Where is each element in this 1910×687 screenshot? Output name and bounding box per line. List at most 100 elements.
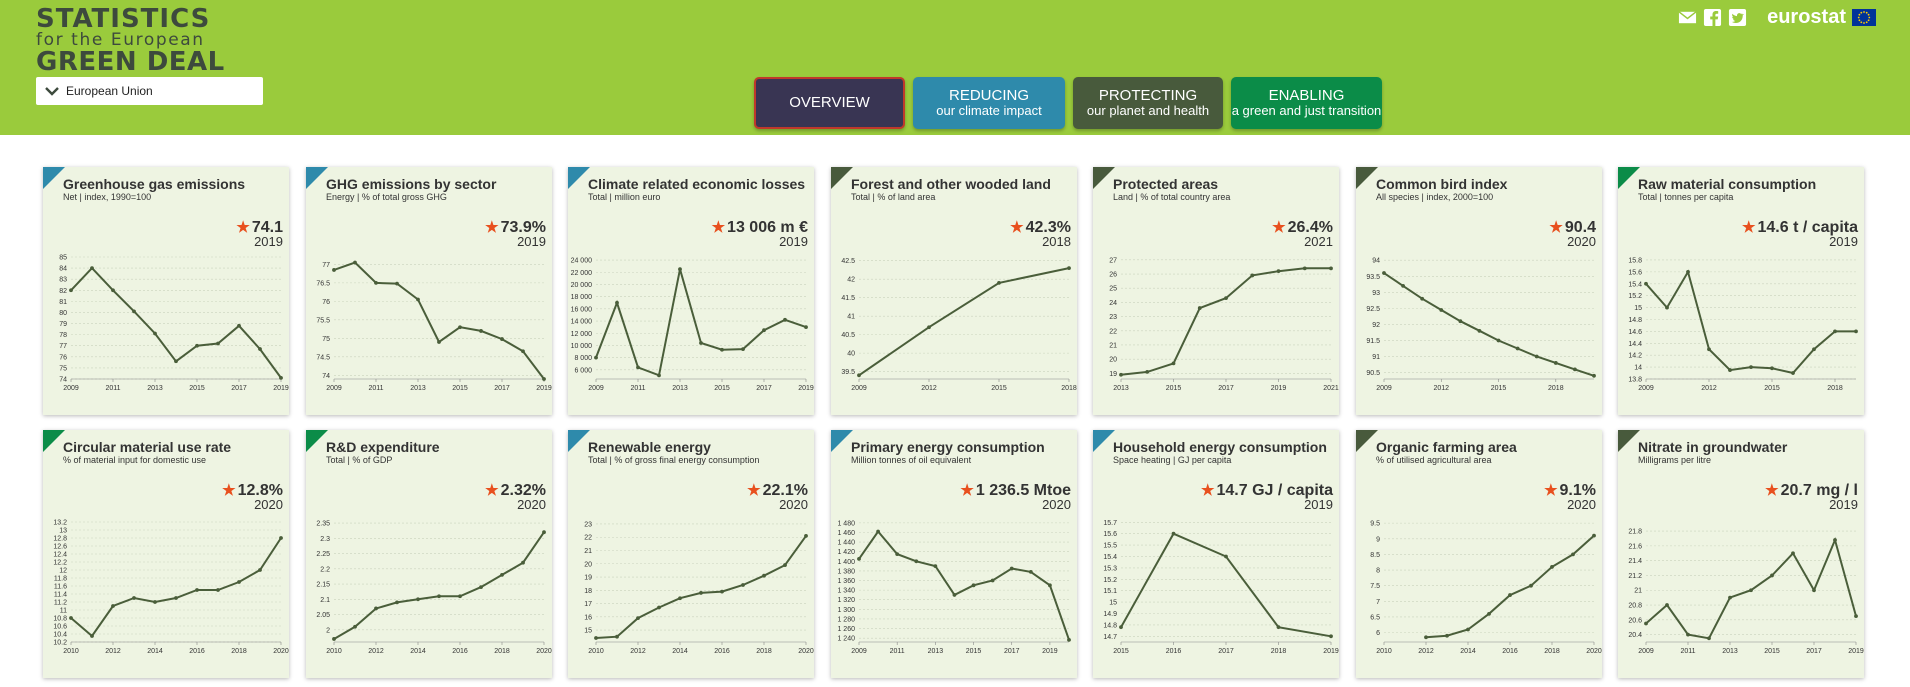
data-point[interactable] (895, 552, 900, 557)
data-point[interactable] (971, 583, 976, 588)
indicator-title[interactable]: Greenhouse gas emissions (63, 176, 246, 192)
data-point[interactable] (1854, 614, 1858, 619)
data-point[interactable] (1592, 533, 1596, 538)
data-point[interactable] (699, 341, 703, 345)
indicator-card[interactable]: Raw material consumption Total | tonnes p… (1618, 167, 1864, 415)
data-point[interactable] (90, 266, 94, 270)
data-point[interactable] (1119, 372, 1123, 377)
data-point[interactable] (1571, 552, 1575, 557)
data-point[interactable] (1067, 637, 1071, 642)
data-point[interactable] (1439, 308, 1444, 312)
line-chart[interactable]: 10.210.410.610.81111.211.411.611.81212.2… (43, 516, 289, 668)
data-point[interactable] (1728, 595, 1732, 600)
data-point[interactable] (1749, 588, 1753, 593)
data-point[interactable] (374, 280, 378, 285)
data-point[interactable] (153, 600, 157, 604)
data-point[interactable] (1854, 329, 1858, 334)
data-point[interactable] (1665, 305, 1669, 310)
data-point[interactable] (1529, 583, 1533, 588)
data-point[interactable] (111, 288, 115, 293)
line-chart[interactable]: 14.7 14.8 14.9 15 15.1 15.2 15.3 15.4 15.5 15.6 15… (1093, 516, 1339, 668)
data-point[interactable] (279, 536, 283, 540)
data-point[interactable] (1496, 338, 1501, 343)
line-chart[interactable]: 39.5 40 40.5 41 41.5 42 42.5 2009 2012 2015 2018 (831, 253, 1077, 405)
data-point[interactable] (437, 594, 441, 599)
data-point[interactable] (174, 596, 178, 600)
data-point[interactable] (1791, 371, 1795, 375)
data-point[interactable] (997, 280, 1001, 285)
indicator-card[interactable]: Primary energy consumption Million tonnes… (831, 430, 1077, 678)
data-point[interactable] (195, 343, 199, 348)
data-point[interactable] (216, 341, 220, 346)
data-point[interactable] (258, 347, 262, 351)
data-point[interactable] (1833, 329, 1837, 334)
indicator-title[interactable]: Organic farming area (1376, 439, 1517, 455)
line-chart[interactable]: 20.4 20.6 20.8 21 21.2 21.4 21.6 21.8 2009 2011 20… (1618, 516, 1864, 668)
data-point[interactable] (1458, 319, 1463, 324)
data-point[interactable] (1276, 269, 1281, 274)
data-point[interactable] (678, 267, 682, 272)
data-point[interactable] (1707, 347, 1711, 352)
data-point[interactable] (741, 347, 745, 352)
data-point[interactable] (1067, 266, 1071, 270)
indicator-title[interactable]: GHG emissions by sector (326, 176, 497, 192)
data-point[interactable] (1833, 538, 1837, 542)
indicator-title[interactable]: Renewable energy (588, 439, 711, 455)
indicator-card[interactable]: Household energy consumption Space heatin… (1093, 430, 1339, 678)
data-point[interactable] (1791, 551, 1795, 556)
data-point[interactable] (500, 573, 504, 577)
data-point[interactable] (395, 281, 399, 286)
data-point[interactable] (1707, 636, 1711, 641)
data-point[interactable] (1592, 373, 1596, 378)
indicator-title[interactable]: Forest and other wooded land (851, 176, 1051, 192)
data-point[interactable] (153, 331, 157, 336)
data-point[interactable] (237, 580, 241, 584)
data-point[interactable] (952, 593, 957, 597)
data-point[interactable] (1445, 633, 1449, 638)
line-chart[interactable]: 13.8 14 14.2 14.4 14.6 14.8 15 15.2 15.4 15.6 15.8… (1618, 253, 1864, 405)
data-point[interactable] (69, 288, 73, 293)
tab-enabling[interactable]: ENABLING a green and just transition (1231, 77, 1382, 129)
data-point[interactable] (1812, 347, 1816, 352)
data-point[interactable] (1401, 283, 1405, 288)
indicator-title[interactable]: Household energy consumption (1113, 439, 1327, 455)
data-point[interactable] (699, 591, 703, 595)
data-point[interactable] (804, 534, 808, 538)
indicator-card[interactable]: Organic farming area% of utilised agricu… (1356, 430, 1602, 678)
data-point[interactable] (458, 594, 462, 599)
data-point[interactable] (216, 588, 220, 592)
data-point[interactable] (857, 557, 861, 561)
data-point[interactable] (1508, 593, 1512, 597)
data-point[interactable] (636, 365, 640, 370)
indicator-card[interactable]: Protected areas Land | % of total country… (1093, 167, 1339, 415)
data-point[interactable] (237, 323, 241, 328)
data-point[interactable] (876, 529, 880, 534)
data-point[interactable] (1644, 281, 1648, 286)
data-point[interactable] (804, 325, 808, 330)
data-point[interactable] (1276, 625, 1281, 630)
tab-protecting[interactable]: PROTECTING our planet and health (1073, 77, 1223, 129)
indicator-card[interactable]: GHG emissions by sector Energy | % of tot… (306, 167, 552, 415)
indicator-title[interactable]: Climate related economic losses (588, 176, 806, 192)
site-logo[interactable]: STATISTICS for the European GREEN DEAL (36, 6, 225, 75)
data-point[interactable] (1573, 367, 1577, 372)
data-point[interactable] (657, 605, 661, 610)
data-point[interactable] (1644, 621, 1648, 626)
indicator-card[interactable]: Circular material use rate% of material … (43, 430, 289, 678)
country-dropdown[interactable]: European Union (36, 77, 263, 105)
data-point[interactable] (1224, 296, 1228, 301)
data-point[interactable] (542, 530, 546, 535)
line-chart[interactable]: 6 000 8 000 10 000 12 000 14 000 16 000 18 000… (568, 253, 814, 405)
data-point[interactable] (1466, 627, 1470, 632)
data-point[interactable] (615, 634, 619, 639)
data-point[interactable] (1770, 573, 1774, 578)
data-point[interactable] (353, 624, 357, 629)
indicator-title[interactable]: Protected areas (1113, 176, 1219, 192)
data-point[interactable] (1028, 569, 1033, 574)
indicator-title[interactable]: R&D expenditure (326, 439, 440, 455)
line-chart[interactable]: 74 74.5 75 75.5 76 76.5 77 2009 2011 2013 2015 2017… (306, 253, 552, 405)
line-chart[interactable]: 6 6.5 7 7.5 8 8.5 9 9.5 2010 2012 2014 2016 2018 2020 (1356, 516, 1602, 668)
data-point[interactable] (195, 588, 199, 592)
data-point[interactable] (279, 375, 283, 380)
indicator-card[interactable]: Nitrate in groundwater Milligrams per lit… (1618, 430, 1864, 678)
